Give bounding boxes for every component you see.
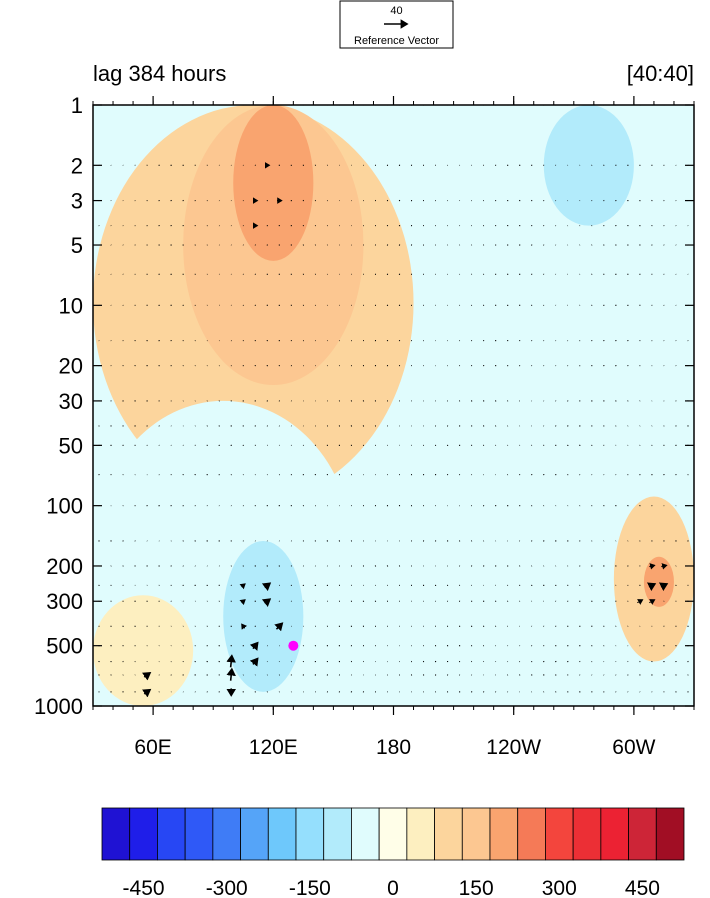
colorbar-swatch xyxy=(378,807,408,861)
reference-vector-magnitude: 40 xyxy=(390,5,402,17)
y-tick-label: 300 xyxy=(46,589,83,614)
colorbar-swatch xyxy=(240,807,269,861)
x-tick-label: 60W xyxy=(612,736,655,759)
y-axis: 1 2 3 5 10 20 30 50 100 200 300 500 1000 xyxy=(34,93,694,719)
title-left: lag 384 hours xyxy=(93,61,226,86)
x-tick-label: 120W xyxy=(486,736,541,759)
y-tick-label: 500 xyxy=(46,634,83,659)
contour-cool-upper-peak xyxy=(543,105,634,226)
y-tick-label: 1000 xyxy=(34,694,83,719)
x-tick-label: 120E xyxy=(249,736,298,759)
x-tick-label: 180 xyxy=(376,736,411,759)
wind-vector xyxy=(141,688,152,698)
y-tick-label: 100 xyxy=(46,494,83,519)
y-tick-label: 20 xyxy=(59,354,83,379)
colorbar-swatch xyxy=(295,807,325,861)
y-tick-label: 2 xyxy=(71,153,83,178)
colorbar-swatch xyxy=(323,807,352,861)
colorbar-tick-label: -300 xyxy=(206,877,248,898)
colorbar-swatch xyxy=(101,807,131,861)
wind-vector xyxy=(649,563,656,570)
wind-vector xyxy=(239,599,246,606)
y-tick-label: 3 xyxy=(71,189,83,214)
y-tick-label: 10 xyxy=(59,293,83,318)
colorbar-swatch xyxy=(351,807,380,861)
reference-vector-legend: 40 Reference Vector xyxy=(339,0,454,49)
colorbar-tick-label: 0 xyxy=(387,877,399,898)
colorbar-swatch xyxy=(600,807,629,861)
wind-vector xyxy=(661,563,668,570)
colorbar-swatch xyxy=(628,807,657,861)
wind-vector xyxy=(241,623,248,630)
wind-vector xyxy=(226,667,236,681)
y-tick-label: 50 xyxy=(59,433,83,458)
contour-warm-upper-peak xyxy=(233,105,314,261)
wind-vector xyxy=(249,657,259,667)
reference-vector-label: Reference Vector xyxy=(354,35,439,47)
wind-vector xyxy=(141,672,152,681)
contour-warm-lower-peak xyxy=(643,556,674,607)
plot-area: 60E 120E 180 120W 60W 1 2 3 5 10 20 30 50 100 200 300 5… xyxy=(34,93,695,759)
wind-vector xyxy=(274,622,284,632)
colorbar-swatch xyxy=(572,807,602,861)
colorbar-swatch xyxy=(461,807,491,861)
wind-vector xyxy=(637,599,644,605)
wind-vector xyxy=(249,641,259,651)
y-tick-label: 5 xyxy=(71,233,83,258)
colorbar-swatch xyxy=(212,807,241,861)
colorbar-tick-label: 150 xyxy=(459,877,494,898)
wind-vector xyxy=(261,598,272,607)
wind-vector xyxy=(226,654,236,668)
x-tick-label: 60E xyxy=(134,736,171,759)
colorbar-swatch xyxy=(517,807,546,861)
colorbar-swatch xyxy=(267,807,297,861)
colorbar: -450 -300 -150 0 150 300 450 xyxy=(101,807,685,898)
colorbar-swatch xyxy=(655,807,685,861)
colorbar-swatch xyxy=(489,807,519,861)
colorbar-swatch xyxy=(129,807,158,861)
colorbar-tick-label: -450 xyxy=(123,877,165,898)
contour-cool-lower-core xyxy=(223,540,304,692)
contour-warm-surface-west xyxy=(93,595,194,706)
colorbar-tick-label: 450 xyxy=(625,877,660,898)
colorbar-swatch xyxy=(157,807,186,861)
y-tick-label: 200 xyxy=(46,554,83,579)
colorbar-swatch xyxy=(406,807,435,861)
colorbar-tick-label: 300 xyxy=(542,877,577,898)
location-marker xyxy=(288,640,299,651)
wind-vector xyxy=(658,582,669,592)
colorbar-swatch xyxy=(545,807,574,861)
y-tick-label: 30 xyxy=(59,389,83,414)
colorbar-swatch xyxy=(184,807,214,861)
wind-vector xyxy=(239,583,246,590)
title-right: [40:40] xyxy=(627,61,694,86)
colorbar-swatch xyxy=(434,807,463,861)
wind-vector xyxy=(261,582,272,592)
y-tick-label: 1 xyxy=(71,93,83,118)
wind-vectors xyxy=(98,105,689,698)
x-axis: 60E 120E 180 120W 60W xyxy=(92,96,695,759)
wind-vector xyxy=(649,599,656,605)
wind-vector xyxy=(646,582,657,592)
colorbar-tick-label: -150 xyxy=(289,877,331,898)
